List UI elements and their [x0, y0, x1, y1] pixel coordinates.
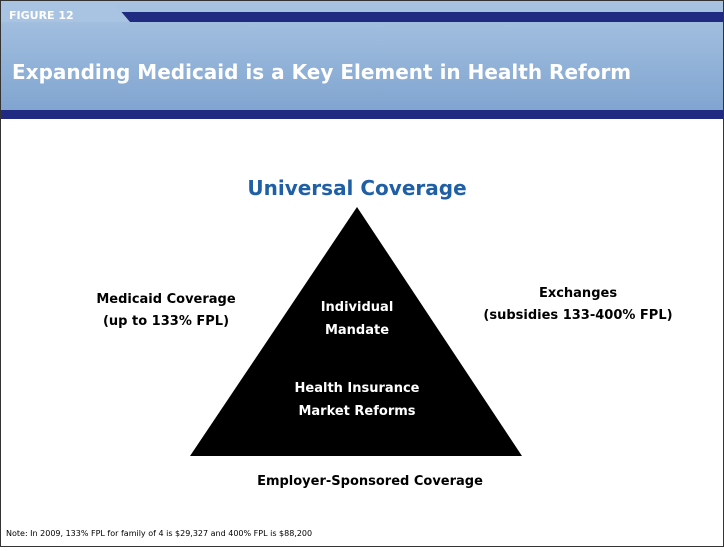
figure-tab — [1, 1, 130, 22]
apex-label: Universal Coverage — [247, 176, 466, 200]
right-label: Exchanges — [539, 286, 617, 301]
inner-label: Individual — [321, 300, 394, 315]
header-stripe — [112, 12, 723, 22]
inner-label: Mandate — [325, 323, 389, 338]
header-bottom-bar — [1, 110, 723, 119]
inner-label: Market Reforms — [298, 404, 415, 419]
note: Note: In 2009, 133% FPL for family of 4 … — [6, 529, 312, 538]
base-label: Employer-Sponsored Coverage — [257, 474, 483, 489]
left-label: (up to 133% FPL) — [103, 314, 229, 329]
figure-label: FIGURE 12 — [9, 9, 74, 22]
slide-title: Expanding Medicaid is a Key Element in H… — [12, 60, 631, 84]
left-label: Medicaid Coverage — [96, 292, 236, 307]
right-label: (subsidies 133-400% FPL) — [483, 308, 672, 323]
inner-label: Health Insurance — [295, 381, 420, 396]
triangle — [190, 207, 522, 456]
